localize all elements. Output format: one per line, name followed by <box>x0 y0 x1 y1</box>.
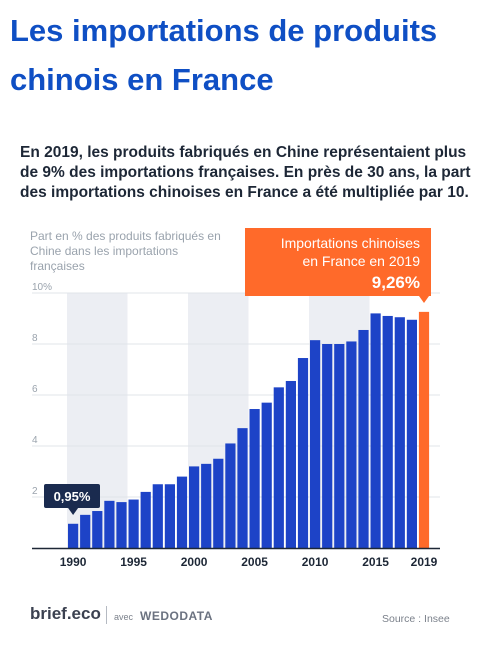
annotation-pointer-1990 <box>68 508 79 515</box>
annotation-pointer-2019 <box>419 296 429 303</box>
bar <box>68 523 79 548</box>
bar <box>346 341 357 548</box>
bar <box>201 463 212 548</box>
bar <box>334 344 345 548</box>
bar <box>152 484 163 548</box>
x-tick-label: 2019 <box>411 555 438 569</box>
footer-avec: avec <box>114 612 134 622</box>
x-tick-label: 2015 <box>362 555 389 569</box>
bar <box>310 340 321 548</box>
annotation-value-2019: 9,26% <box>372 273 420 292</box>
annotation-label-2019: Importations chinoises <box>281 235 420 251</box>
bar <box>370 313 381 548</box>
bar <box>406 319 417 548</box>
wedodata-logo: WEDODATA <box>140 609 213 623</box>
footer-divider <box>106 606 107 624</box>
bar <box>140 491 151 548</box>
annotation-label-1990: 0,95% <box>54 489 91 504</box>
annotation-box-1990 <box>44 484 100 508</box>
bar <box>249 409 260 548</box>
bar <box>297 358 309 548</box>
x-tick-label: 2010 <box>302 555 329 569</box>
chart-subtitle: Part en % des produits fabriqués en Chin… <box>30 229 221 273</box>
annotation-label-2019: en France en 2019 <box>302 253 420 269</box>
y-tick-label: 4 <box>32 435 38 446</box>
x-tick-label: 1990 <box>60 555 87 569</box>
bar <box>382 315 393 548</box>
bar <box>116 502 127 548</box>
bar <box>358 329 369 548</box>
bar <box>322 344 333 548</box>
bar-chart: 2 4 6 8 10% 1990 1995 2000 2005 2010 2015 2019 0,95%… <box>32 228 440 569</box>
y-tick-label: 2 <box>32 486 38 497</box>
brief-eco-logo: brief.eco <box>30 604 101 623</box>
y-tick-label: 8 <box>32 333 38 344</box>
bar <box>418 311 430 548</box>
bar <box>164 484 175 548</box>
bar <box>261 402 272 548</box>
bar <box>285 380 296 548</box>
x-tick-label: 2005 <box>241 555 268 569</box>
bar <box>273 387 284 548</box>
page-title: Les importations de produits chinois en … <box>10 13 438 97</box>
annotation-box-2019 <box>245 228 431 296</box>
x-tick-label: 1995 <box>120 555 147 569</box>
intro-text: En 2019, les produits fabriqués en Chine… <box>20 144 471 201</box>
bar <box>189 466 200 548</box>
source-note: Source : Insee <box>382 613 450 625</box>
bar <box>80 514 91 548</box>
y-tick-label: 6 <box>32 384 38 395</box>
x-tick-label: 2000 <box>181 555 208 569</box>
bar <box>176 476 188 548</box>
bar <box>394 317 405 548</box>
bar <box>104 500 115 548</box>
bar <box>128 499 139 548</box>
y-tick-label: 10% <box>32 282 52 293</box>
bar <box>92 511 103 548</box>
bar <box>213 458 224 548</box>
bar <box>237 428 248 548</box>
bar <box>225 443 236 548</box>
